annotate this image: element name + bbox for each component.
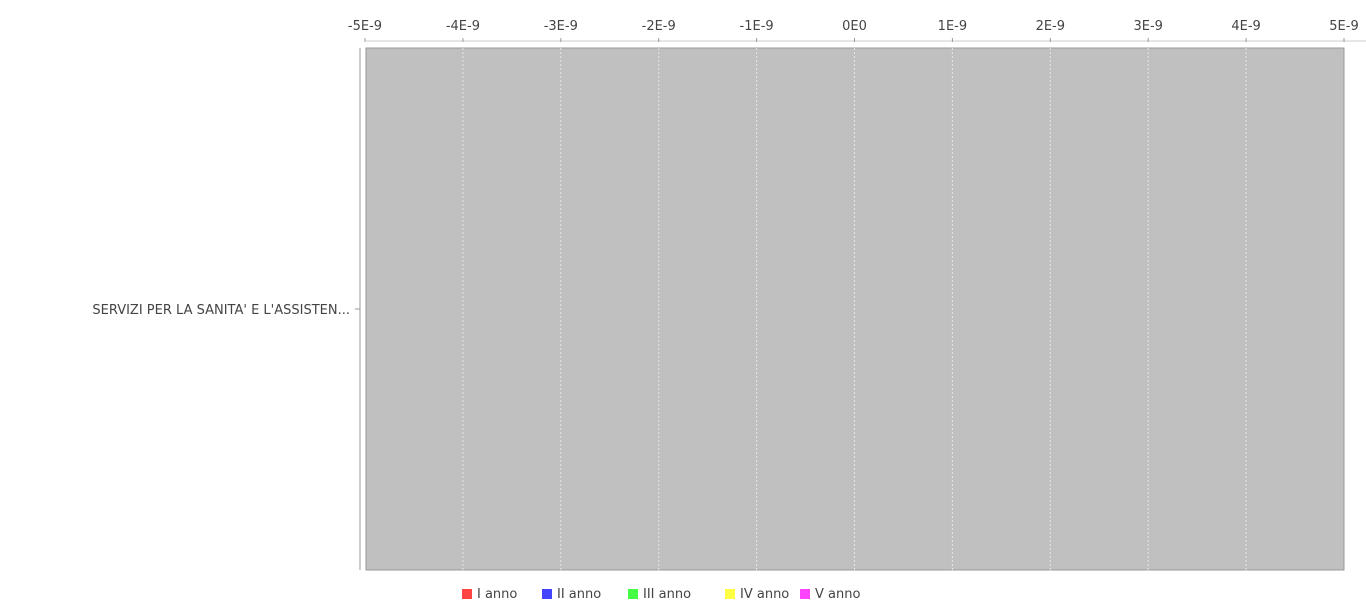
tick-label: 1E-9 bbox=[938, 19, 967, 34]
tick-label: -1E-9 bbox=[740, 19, 774, 34]
category-label: SERVIZI PER LA SANITA' E L'ASSISTEN... bbox=[92, 303, 350, 318]
tick-label: -4E-9 bbox=[446, 19, 480, 34]
legend-label: II anno bbox=[557, 587, 601, 602]
legend-label: III anno bbox=[643, 587, 691, 602]
legend-swatch bbox=[725, 589, 735, 599]
tick-label: 4E-9 bbox=[1231, 19, 1260, 34]
value-axis-ticks: -5E-9 -4E-9 -3E-9 -2E-9 -1E-9 0E0 1E-9 2E-9 3E-9… bbox=[348, 19, 1359, 42]
tick-label: -2E-9 bbox=[642, 19, 676, 34]
legend: I anno II anno III anno IV anno V anno bbox=[462, 587, 860, 602]
tick-label: 0E0 bbox=[842, 19, 867, 34]
tick-label: 3E-9 bbox=[1133, 19, 1162, 34]
category-axis: SERVIZI PER LA SANITA' E L'ASSISTEN... bbox=[92, 303, 360, 318]
legend-swatch bbox=[462, 589, 472, 599]
tick-label: -5E-9 bbox=[348, 19, 382, 34]
legend-label: V anno bbox=[815, 587, 860, 602]
legend-label: IV anno bbox=[740, 587, 789, 602]
tick-label: 5E-9 bbox=[1329, 19, 1358, 34]
legend-swatch bbox=[628, 589, 638, 599]
legend-swatch bbox=[800, 589, 810, 599]
tick-label: -3E-9 bbox=[544, 19, 578, 34]
tick-label: 2E-9 bbox=[1036, 19, 1065, 34]
legend-swatch bbox=[542, 589, 552, 599]
legend-label: I anno bbox=[477, 587, 517, 602]
